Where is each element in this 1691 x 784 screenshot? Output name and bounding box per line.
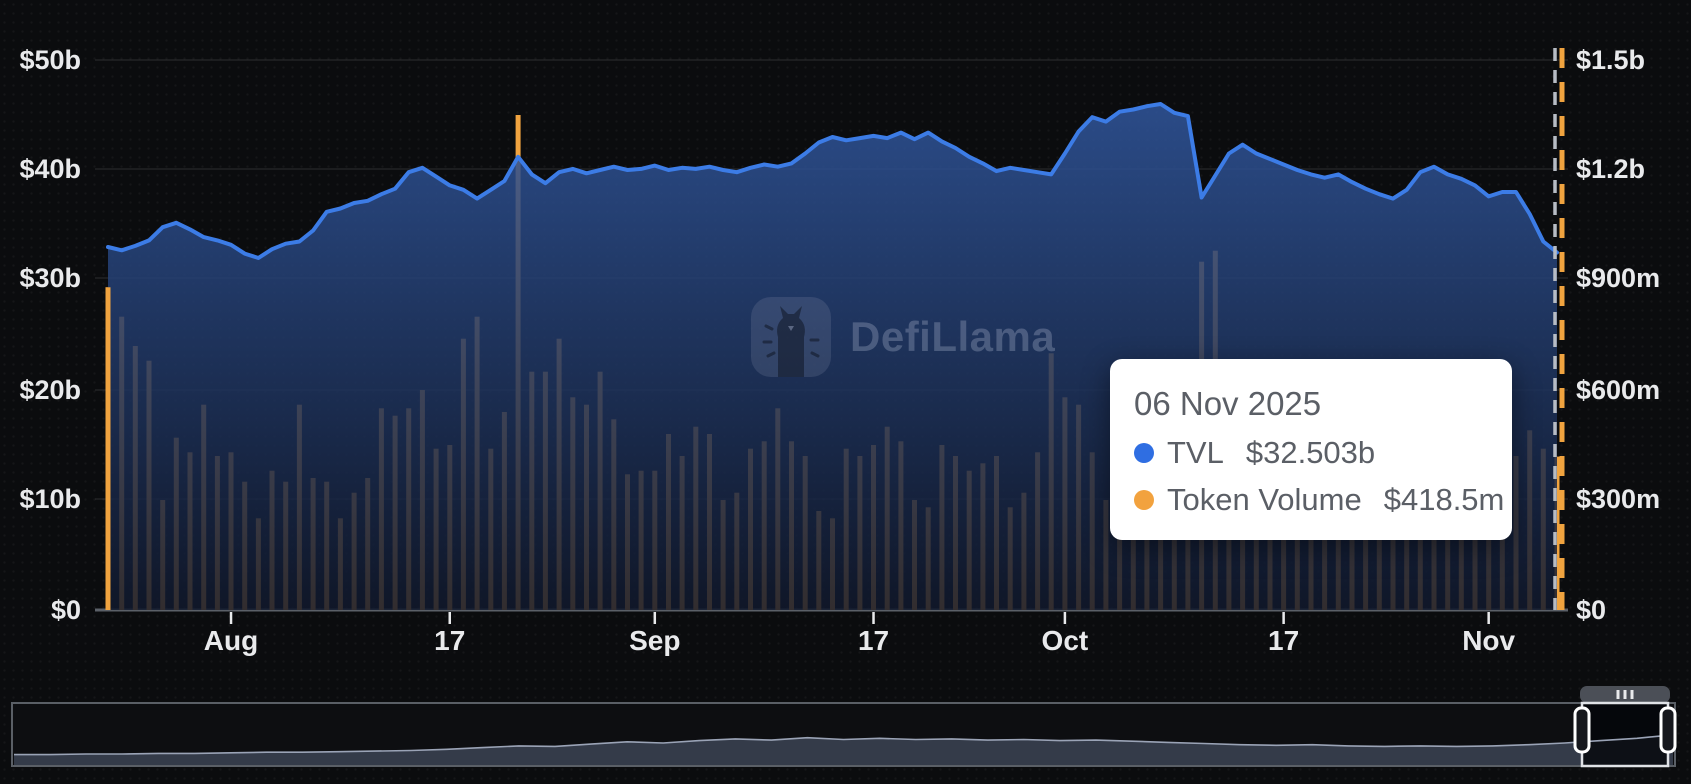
navigator-area xyxy=(14,734,1673,765)
left-axis-tick-label: $40b xyxy=(19,154,81,184)
brush-selection-region[interactable] xyxy=(1582,704,1668,765)
x-axis-label: Nov xyxy=(1462,625,1515,656)
crosshair-dashed-lines xyxy=(1553,48,1565,610)
tooltip-tvl-label: TVL xyxy=(1167,434,1224,470)
right-axis-tick-label: $1.2b xyxy=(1576,154,1645,184)
left-axis-tick-label: $20b xyxy=(19,375,81,405)
left-axis-tick-label: $30b xyxy=(19,263,81,293)
brush-grip-icon xyxy=(1623,690,1627,699)
x-axis-label: Sep xyxy=(629,625,680,656)
right-axis-tick-label: $600m xyxy=(1576,375,1660,405)
tvl-line[interactable] xyxy=(105,102,1559,610)
right-axis-labels: $1.5b $1.2b $900m $600m $300m $0 xyxy=(1576,45,1660,625)
brush-right-handle[interactable] xyxy=(1659,706,1677,754)
brush-left-handle[interactable] xyxy=(1573,706,1591,754)
volume-series-dot-icon xyxy=(1134,490,1154,510)
tooltip-volume-value: $418.5m xyxy=(1383,482,1505,517)
right-axis-tick-label: $900m xyxy=(1576,263,1660,293)
x-axis-label: 17 xyxy=(858,625,889,656)
left-axis-tick-label: $10b xyxy=(19,484,81,514)
x-axis-label: 17 xyxy=(1268,625,1299,656)
tooltip-volume-label: Token Volume xyxy=(1167,482,1362,517)
navigator[interactable] xyxy=(11,686,1677,768)
x-axis-label: 17 xyxy=(434,625,465,656)
x-axis-label: Aug xyxy=(204,625,258,656)
navigator-line xyxy=(14,734,1674,756)
left-axis-labels: $50b $40b $30b $20b $10b $0 xyxy=(19,45,81,625)
right-axis-tick-label: $0 xyxy=(1576,595,1606,625)
tooltip-row-tvl: TVL $32.503b xyxy=(1134,435,1486,471)
left-axis-tick-label: $0 xyxy=(51,595,81,625)
tvl-series-dot-icon xyxy=(1134,442,1154,463)
tooltip: 06 Nov 2025 TVL $32.503b Token Volume $4… xyxy=(1110,359,1512,540)
right-axis-tick-label: $300m xyxy=(1576,484,1660,514)
x-axis-label: Oct xyxy=(1042,625,1089,656)
tooltip-row-volume: Token Volume $418.5m xyxy=(1134,482,1504,518)
tooltip-tvl-value: $32.503b xyxy=(1245,434,1376,470)
right-axis-tick-label: $1.5b xyxy=(1576,45,1645,75)
x-axis: Aug 17 Sep 17 Oct 17 Nov xyxy=(204,612,1516,656)
left-axis-tick-label: $50b xyxy=(19,45,81,75)
brush-grip-icon xyxy=(1630,690,1634,699)
brush-grip-icon xyxy=(1616,690,1620,699)
tooltip-date: 06 Nov 2025 xyxy=(1134,385,1322,422)
